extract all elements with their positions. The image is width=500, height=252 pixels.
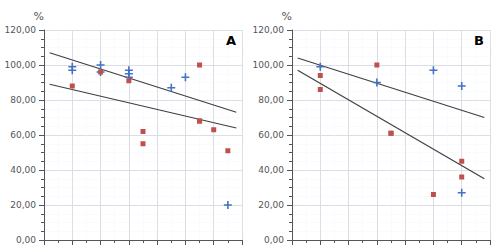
svg-text:%: % (282, 10, 292, 23)
svg-text:60,00: 60,00 (258, 130, 284, 140)
svg-text:120,00: 120,00 (5, 25, 37, 35)
svg-text:0,00: 0,00 (16, 235, 36, 245)
svg-text:80,00: 80,00 (258, 95, 284, 105)
svg-text:100,00: 100,00 (5, 60, 37, 70)
svg-text:0,00: 0,00 (264, 235, 284, 245)
svg-text:100,00: 100,00 (253, 60, 285, 70)
svg-text:40,00: 40,00 (258, 165, 284, 175)
svg-text:120,00: 120,00 (253, 25, 285, 35)
svg-text:20,00: 20,00 (10, 200, 36, 210)
svg-text:80,00: 80,00 (10, 95, 36, 105)
svg-text:A: A (226, 33, 236, 48)
svg-text:40,00: 40,00 (10, 165, 36, 175)
svg-text:60,00: 60,00 (10, 130, 36, 140)
svg-text:B: B (474, 33, 484, 48)
svg-text:%: % (34, 10, 44, 23)
svg-text:20,00: 20,00 (258, 200, 284, 210)
